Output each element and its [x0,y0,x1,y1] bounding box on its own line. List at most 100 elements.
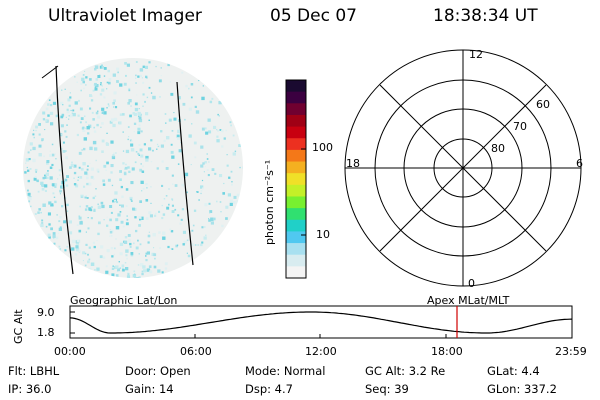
uv-speckle [193,141,197,145]
uv-speckle [42,203,46,207]
uv-speckle [197,244,200,246]
uv-speckle [171,204,174,207]
uv-speckle [30,205,32,208]
uv-speckle [105,265,108,268]
uv-speckle [94,82,97,86]
uv-speckle [55,236,59,240]
uv-speckle [27,151,30,154]
uv-speckle [112,199,115,203]
uv-speckle [161,217,164,220]
uv-speckle [126,215,128,217]
uv-speckle [48,236,51,239]
uv-speckle [105,142,109,146]
uv-speckle [34,213,37,215]
uv-speckle [69,92,71,94]
uv-speckle [101,150,104,153]
uv-speckle [44,189,47,192]
longitude-line-left [55,65,74,275]
uv-speckle [25,158,30,162]
uv-speckle [201,96,205,101]
uv-speckle [49,176,53,180]
uv-speckle [211,97,214,100]
uv-speckle [171,130,174,132]
uv-speckle [162,213,166,216]
uv-speckle [209,100,213,104]
colorbar-stripe [286,126,306,139]
uv-speckle [55,158,57,160]
colorbar-stripe [286,103,306,116]
uv-speckle [76,224,79,226]
uv-speckle [141,272,144,276]
uv-speckle [159,145,161,148]
uv-speckle [94,68,97,71]
uv-speckle [85,205,89,208]
image-caption: Geographic Lat/Lon [70,294,178,307]
uv-speckle [42,176,45,180]
uv-speckle [47,233,51,237]
uv-speckle [153,247,155,249]
uv-speckle [109,231,113,234]
uv-speckle [112,73,116,77]
uv-speckle [82,129,86,132]
uv-speckle [57,178,59,180]
uv-speckle [171,248,174,250]
uv-speckle [100,82,102,84]
uv-speckle [28,200,31,203]
uv-speckle [124,62,127,65]
uv-speckle [83,147,86,151]
uv-image [23,58,243,278]
uv-speckle [171,155,175,159]
uv-speckle [86,197,88,199]
uv-speckle [68,104,71,107]
uv-speckle [223,137,226,140]
uv-speckle [239,166,241,169]
uv-speckle [119,204,121,206]
uv-speckle [48,223,51,226]
uv-speckle [51,153,55,157]
uv-speckle [129,139,132,142]
uv-speckle [34,168,38,172]
uv-speckle [108,78,112,81]
uv-speckle [142,93,145,96]
colorbar-stripe [286,231,306,244]
uv-speckle [48,99,51,101]
uv-speckle [119,113,123,116]
uv-speckle [182,230,186,234]
uv-speckle [221,145,224,148]
uv-speckle [216,139,220,143]
uv-speckle [138,253,140,255]
uv-speckle [234,150,237,152]
uv-speckle [158,210,161,213]
uv-speckle [106,161,109,165]
uv-speckle [190,83,194,86]
uv-speckle [54,107,57,110]
uv-speckle [30,149,32,151]
uv-speckle [102,179,105,183]
uv-speckle [107,178,111,182]
uv-speckle [208,202,211,205]
colorbar [285,79,307,279]
uv-speckle [219,201,222,203]
uv-speckle [130,200,133,202]
uv-speckle [29,168,32,170]
uv-speckle [126,218,129,221]
uv-speckle [113,91,117,95]
uv-speckle [89,209,91,211]
uv-speckle [145,183,148,186]
uv-speckle [80,220,83,223]
uv-speckle [132,274,137,278]
uv-speckle [113,253,115,256]
uv-speckle [232,134,235,137]
uv-speckle [201,241,204,244]
uv-speckle [79,107,83,111]
uv-speckle [96,123,99,127]
uv-speckle [66,175,69,178]
uv-speckle [225,217,228,220]
uv-speckle [156,167,159,170]
uv-speckle [200,145,204,149]
uv-speckle [63,220,67,224]
uv-speckle [230,124,232,127]
uv-speckle [213,125,217,129]
uv-speckle [138,108,140,110]
uv-speckle [229,199,233,203]
